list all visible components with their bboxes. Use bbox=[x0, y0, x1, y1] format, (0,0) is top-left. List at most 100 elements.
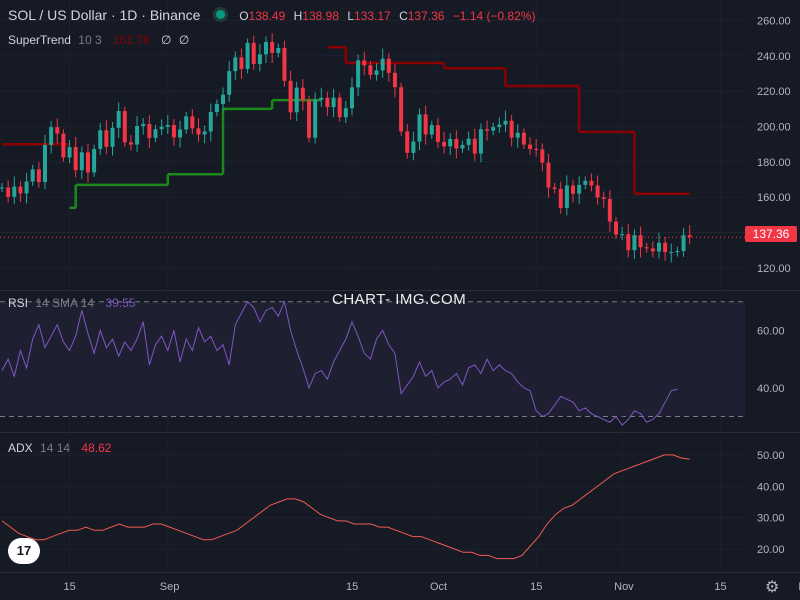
candle[interactable] bbox=[497, 124, 502, 128]
candle[interactable] bbox=[276, 47, 281, 53]
candle[interactable] bbox=[411, 141, 416, 153]
candle[interactable] bbox=[614, 221, 618, 235]
candle[interactable] bbox=[405, 131, 410, 153]
candle[interactable] bbox=[233, 57, 238, 72]
candle[interactable] bbox=[110, 127, 115, 147]
visibility-icon[interactable]: ∅ bbox=[178, 33, 190, 47]
candle[interactable] bbox=[620, 234, 625, 236]
candle[interactable] bbox=[245, 42, 250, 69]
candle[interactable] bbox=[442, 141, 447, 147]
candle[interactable] bbox=[503, 120, 508, 125]
candle[interactable] bbox=[202, 131, 207, 135]
candle[interactable] bbox=[6, 187, 11, 197]
candle[interactable] bbox=[307, 100, 311, 138]
candle[interactable] bbox=[288, 80, 293, 113]
candle[interactable] bbox=[423, 114, 428, 135]
candle[interactable] bbox=[656, 242, 661, 252]
candle[interactable] bbox=[386, 58, 391, 73]
candle[interactable] bbox=[509, 120, 514, 138]
candle[interactable] bbox=[528, 144, 533, 150]
candle[interactable] bbox=[67, 147, 72, 158]
candle[interactable] bbox=[147, 123, 152, 138]
candle[interactable] bbox=[30, 169, 35, 182]
candle[interactable] bbox=[669, 252, 674, 254]
candle[interactable] bbox=[601, 197, 606, 199]
candle[interactable] bbox=[300, 87, 305, 101]
candle[interactable] bbox=[135, 126, 140, 145]
candle[interactable] bbox=[0, 187, 4, 189]
candle[interactable] bbox=[98, 130, 103, 150]
candle[interactable] bbox=[294, 87, 299, 113]
candle[interactable] bbox=[270, 41, 275, 53]
candle[interactable] bbox=[356, 60, 361, 88]
candle[interactable] bbox=[595, 185, 600, 198]
candle[interactable] bbox=[79, 152, 84, 171]
candle[interactable] bbox=[466, 138, 471, 145]
candle[interactable] bbox=[583, 180, 588, 185]
candle[interactable] bbox=[73, 147, 78, 171]
candle[interactable] bbox=[552, 187, 557, 189]
visibility-icon[interactable]: ∅ bbox=[161, 33, 172, 47]
candle[interactable] bbox=[546, 162, 551, 188]
candle[interactable] bbox=[55, 127, 60, 134]
candle[interactable] bbox=[392, 72, 397, 88]
candle[interactable] bbox=[337, 97, 342, 118]
candle[interactable] bbox=[12, 186, 17, 197]
candle[interactable] bbox=[650, 248, 655, 252]
candle[interactable] bbox=[49, 127, 54, 145]
candle[interactable] bbox=[159, 126, 164, 130]
candle[interactable] bbox=[368, 65, 373, 75]
candle[interactable] bbox=[607, 198, 612, 222]
candle[interactable] bbox=[331, 97, 336, 108]
candle[interactable] bbox=[319, 97, 324, 100]
candle[interactable] bbox=[571, 185, 576, 194]
candle[interactable] bbox=[36, 169, 41, 183]
candle[interactable] bbox=[577, 184, 582, 194]
candle[interactable] bbox=[214, 103, 219, 113]
candle[interactable] bbox=[460, 144, 465, 149]
candle[interactable] bbox=[61, 133, 66, 158]
candle[interactable] bbox=[165, 124, 170, 127]
candle[interactable] bbox=[264, 41, 269, 55]
candle[interactable] bbox=[644, 247, 649, 249]
candle[interactable] bbox=[313, 99, 318, 138]
candle[interactable] bbox=[454, 138, 459, 149]
candle[interactable] bbox=[227, 71, 232, 95]
candle[interactable] bbox=[374, 70, 379, 75]
candle[interactable] bbox=[85, 152, 90, 173]
candle[interactable] bbox=[239, 57, 244, 69]
candle[interactable] bbox=[349, 87, 354, 109]
candle[interactable] bbox=[257, 54, 262, 65]
symbol-legend[interactable]: SOL / US Dollar · 1D · Binance O138.49 H… bbox=[8, 7, 544, 23]
candle[interactable] bbox=[435, 125, 440, 142]
candle[interactable] bbox=[221, 94, 226, 104]
candle[interactable] bbox=[632, 235, 637, 251]
candle[interactable] bbox=[92, 149, 97, 173]
candle[interactable] bbox=[171, 124, 176, 138]
candle[interactable] bbox=[399, 87, 404, 132]
candle[interactable] bbox=[638, 235, 643, 248]
candle[interactable] bbox=[104, 130, 109, 147]
candle[interactable] bbox=[681, 235, 686, 252]
candle[interactable] bbox=[626, 234, 631, 251]
candle[interactable] bbox=[515, 132, 520, 138]
candle[interactable] bbox=[540, 149, 545, 163]
candle[interactable] bbox=[122, 111, 127, 143]
candle[interactable] bbox=[429, 125, 434, 135]
tradingview-logo-icon[interactable]: 17 bbox=[8, 538, 40, 564]
candle[interactable] bbox=[380, 58, 385, 71]
candle[interactable] bbox=[42, 144, 47, 183]
candle[interactable] bbox=[485, 129, 490, 131]
candle[interactable] bbox=[521, 132, 526, 145]
candle[interactable] bbox=[558, 188, 563, 208]
candle[interactable] bbox=[282, 47, 287, 81]
candle[interactable] bbox=[687, 235, 692, 238]
candle[interactable] bbox=[251, 42, 256, 65]
candle[interactable] bbox=[208, 112, 213, 132]
candle[interactable] bbox=[116, 111, 121, 128]
candle[interactable] bbox=[141, 123, 146, 127]
rsi-legend[interactable]: RSI 14 SMA 14 39.55 bbox=[8, 296, 139, 310]
candle[interactable] bbox=[675, 251, 680, 253]
candle[interactable] bbox=[24, 181, 29, 194]
